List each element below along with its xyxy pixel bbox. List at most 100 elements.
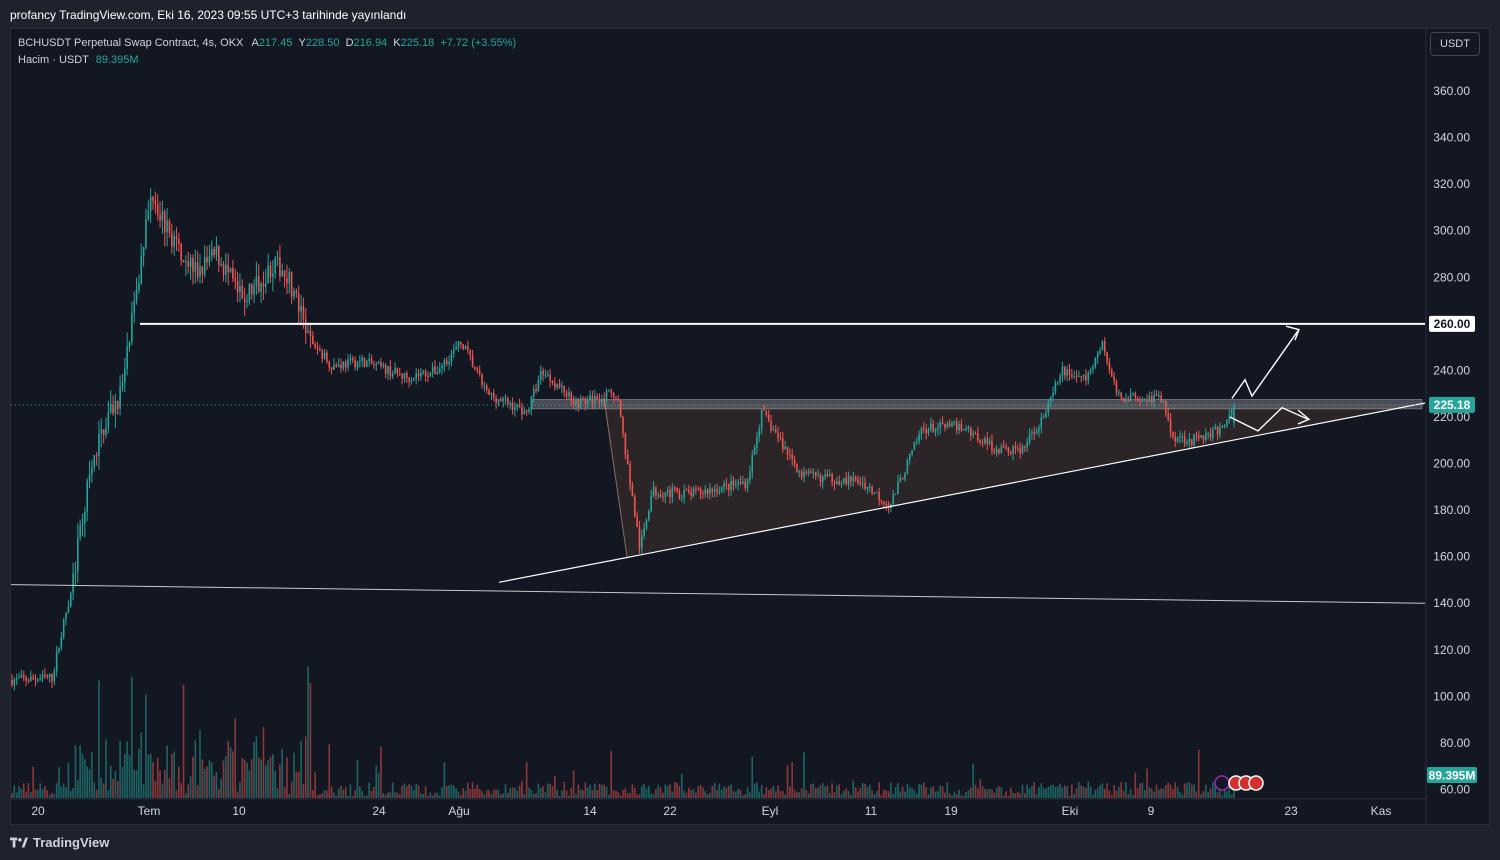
volume-bar — [1226, 791, 1228, 798]
candle-body — [838, 481, 840, 485]
candle-body — [149, 196, 152, 212]
candle-body — [826, 474, 829, 476]
candle-body — [556, 383, 558, 388]
x-tick-label: 22 — [663, 804, 677, 818]
volume-bar — [673, 782, 676, 798]
y-tick-label: 120.00 — [1433, 643, 1470, 657]
volume-bar — [774, 791, 777, 798]
candle-body — [152, 196, 154, 201]
candle-body — [180, 243, 182, 261]
candle-body — [925, 429, 927, 434]
volume-bar — [669, 784, 671, 798]
volume-bar — [897, 783, 899, 798]
candle-body — [37, 679, 39, 681]
candle-body — [1118, 392, 1120, 394]
volume-bar — [283, 786, 286, 798]
legend-line-2: Hacim · USDT 89.395M — [18, 52, 516, 69]
volume-bar — [1108, 790, 1111, 798]
candle-body — [436, 372, 439, 374]
volume-bar — [58, 767, 60, 798]
candle-body — [1221, 425, 1224, 428]
tradingview-logo[interactable]: TradingView — [10, 835, 109, 850]
candle-body — [126, 346, 128, 369]
volume-bar — [866, 786, 869, 798]
volume-bar — [1089, 786, 1092, 798]
volume-bar — [272, 754, 274, 798]
volume-bar — [1059, 783, 1061, 798]
volume-bar — [650, 793, 652, 798]
volume-bar — [958, 789, 960, 798]
volume-bar — [535, 793, 537, 798]
candle-body — [554, 383, 556, 388]
candle-body — [84, 511, 86, 523]
volume-bar — [662, 792, 664, 798]
candle-body — [1012, 446, 1014, 454]
candle-body — [1033, 432, 1036, 434]
candle-body — [1169, 419, 1172, 432]
volume-bar — [1176, 787, 1179, 798]
volume-bar — [497, 789, 500, 798]
y-tick-label: 300.00 — [1433, 224, 1470, 238]
volume-bar — [403, 783, 406, 798]
triangle-fill — [604, 402, 1420, 557]
volume-bar — [591, 790, 594, 798]
candle-body — [854, 477, 857, 480]
candle-body — [431, 366, 434, 373]
volume-bar — [239, 781, 241, 798]
candle-body — [213, 248, 215, 256]
volume-bar — [941, 786, 944, 798]
candle-body — [178, 239, 180, 244]
candle-body — [492, 393, 495, 398]
volume-bar — [883, 789, 885, 798]
volume-bar — [1219, 788, 1221, 798]
candle-body — [1017, 448, 1019, 450]
volume-bar — [636, 794, 638, 798]
volume-bar — [1183, 783, 1186, 798]
candle-body — [199, 266, 201, 277]
candle-body — [643, 528, 645, 537]
volume-bar — [1066, 786, 1068, 798]
candle-body — [408, 377, 410, 382]
volume-bar — [652, 793, 655, 798]
candle-body — [984, 438, 986, 444]
candle-body — [967, 427, 970, 429]
candle-body — [871, 486, 873, 494]
candle-body — [657, 494, 660, 496]
candle-body — [763, 409, 765, 411]
volume-bar — [201, 759, 204, 798]
volume-bar — [406, 786, 408, 798]
candle-body — [351, 358, 354, 360]
candle-body — [58, 647, 60, 653]
candle-body — [210, 248, 213, 257]
volume-bar — [1197, 749, 1200, 798]
candle-body — [1132, 393, 1134, 395]
candle-body — [561, 385, 563, 388]
currency-button[interactable]: USDT — [1430, 32, 1480, 56]
volume-bar — [1045, 788, 1047, 798]
candle-body — [147, 211, 150, 219]
candle-body — [650, 495, 652, 512]
volume-bar — [121, 766, 124, 798]
candle-body — [906, 459, 909, 474]
candle-body — [723, 483, 725, 487]
candle-body — [192, 257, 194, 272]
volume-bar — [149, 753, 152, 798]
chart-frame[interactable] — [10, 28, 1490, 825]
volume-bar — [112, 779, 114, 798]
candle-body — [1186, 442, 1188, 444]
candle-body — [471, 355, 474, 367]
candle-body — [363, 357, 366, 367]
x-tick-label: 10 — [232, 804, 246, 818]
candle-body — [422, 371, 425, 373]
volume-bar — [476, 784, 479, 798]
volume-bar — [84, 759, 86, 798]
candle-body — [852, 477, 855, 482]
volume-bar — [102, 783, 105, 798]
candle-body — [1183, 436, 1186, 444]
candle-body — [746, 479, 749, 488]
candle-body — [1174, 436, 1177, 442]
volume-bar — [767, 789, 770, 798]
candle-body — [1233, 404, 1235, 423]
candle-body — [930, 423, 932, 430]
